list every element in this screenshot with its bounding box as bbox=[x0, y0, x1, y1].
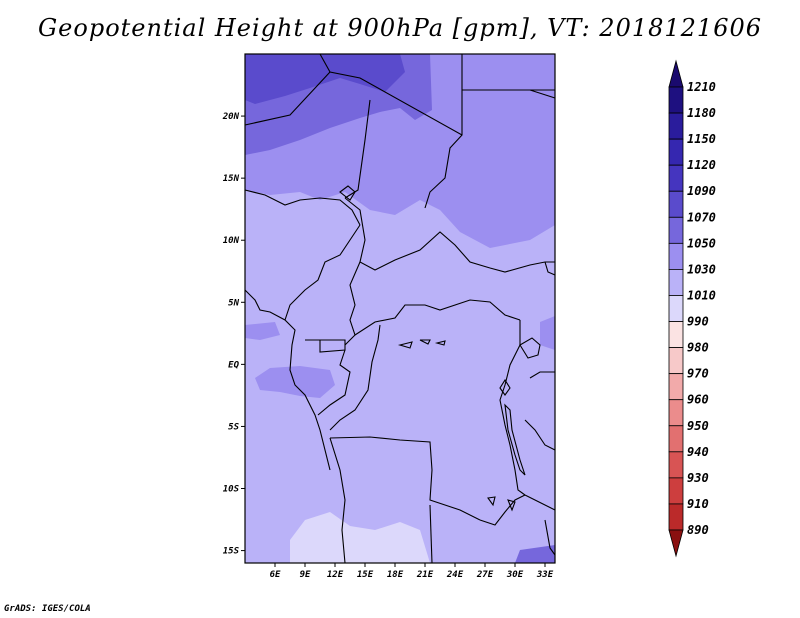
map-title: Geopotential Height at 900hPa [gpm], VT:… bbox=[38, 14, 762, 42]
colorbar-level-label: 960 bbox=[687, 393, 709, 407]
lat-tick-label: EQ bbox=[228, 360, 239, 370]
colorbar-level-label: 890 bbox=[687, 523, 709, 537]
colorbar-segment bbox=[668, 86, 684, 114]
colorbar-segment bbox=[668, 503, 684, 531]
lon-tick-label: 15E bbox=[357, 570, 374, 580]
lon-tick-label: 30E bbox=[506, 570, 524, 580]
colorbar-level-label: 1120 bbox=[687, 158, 716, 172]
lat-tick-label: 15N bbox=[223, 174, 240, 184]
colorbar-segment bbox=[668, 347, 684, 375]
colorbar-level-label: 980 bbox=[687, 341, 709, 355]
colorbar-level-label: 1030 bbox=[687, 262, 716, 276]
colorbar-segment bbox=[668, 373, 684, 401]
colorbar-level-label: 1010 bbox=[687, 288, 716, 302]
colorbar-level-label: 1050 bbox=[687, 236, 716, 250]
colorbar-level-label: 990 bbox=[687, 315, 709, 329]
colorbar-segment bbox=[668, 112, 684, 140]
lon-tick-label: 27E bbox=[476, 570, 494, 580]
colorbar-segment bbox=[668, 399, 684, 427]
lon-tick-label: 6E bbox=[270, 570, 281, 580]
colorbar-segment bbox=[668, 425, 684, 453]
colorbar-level-label: 950 bbox=[687, 419, 709, 433]
lon-tick-label: 33E bbox=[536, 570, 554, 580]
colorbar-segment bbox=[668, 477, 684, 505]
colorbar-level-label: 1210 bbox=[687, 80, 716, 94]
colorbar-segment bbox=[668, 451, 684, 479]
band-1010 bbox=[290, 512, 430, 563]
latitude-axis: 20N 15N 10N 5N EQ 5S 10S 15S bbox=[222, 112, 245, 557]
colorbar-level-label: 1090 bbox=[687, 184, 716, 198]
band-1050-patch-west bbox=[245, 322, 280, 340]
lon-tick-label: 12E bbox=[327, 570, 344, 580]
grads-credit: GrADS: IGES/COLA bbox=[4, 604, 91, 614]
country-borders bbox=[244, 53, 556, 564]
band-1050-patch-east bbox=[540, 316, 555, 350]
colorbar-level-label: 910 bbox=[687, 497, 709, 511]
band-1050-patch bbox=[255, 366, 335, 398]
lon-tick-label: 18E bbox=[387, 570, 404, 580]
band-1090 bbox=[245, 54, 405, 104]
colorbar-level-label: 1070 bbox=[687, 210, 716, 224]
lon-tick-label: 24E bbox=[446, 570, 464, 580]
colorbar-level-label: 1150 bbox=[687, 132, 716, 146]
colorbar-segment bbox=[668, 190, 684, 218]
colorbar-segment bbox=[668, 164, 684, 192]
band-1070-patch-south bbox=[515, 545, 555, 563]
lat-tick-label: 5S bbox=[228, 422, 239, 432]
colorbar-segment bbox=[668, 269, 684, 296]
lat-tick-label: 10N bbox=[223, 236, 240, 246]
lat-tick-label: 5N bbox=[228, 298, 239, 308]
longitude-axis: 6E 9E 12E 15E 18E 21E 24E 27E 30E 33E bbox=[270, 563, 554, 580]
lat-tick-label: 15S bbox=[223, 547, 240, 557]
colorbar-segment bbox=[668, 216, 684, 244]
colorbar-level-label: 970 bbox=[687, 367, 709, 381]
colorbar-segment bbox=[668, 242, 684, 270]
colorbar-top-arrow bbox=[668, 59, 684, 88]
colorbar-level-label: 930 bbox=[687, 471, 709, 485]
colorbar-level-label: 940 bbox=[687, 445, 709, 459]
map-frame bbox=[244, 53, 556, 564]
lat-tick-label: 10S bbox=[223, 485, 240, 495]
colorbar-segment bbox=[668, 138, 684, 166]
colorbar-segment bbox=[668, 295, 684, 322]
colorbar-segment bbox=[668, 321, 684, 348]
height-field bbox=[245, 54, 555, 563]
colorbar-bottom-arrow bbox=[668, 529, 684, 558]
colorbar: 1210 1180 1150 1120 1090 1070 1050 1030 1010 990 9… bbox=[668, 59, 716, 558]
lon-tick-label: 9E bbox=[300, 570, 311, 580]
colorbar-level-label: 1180 bbox=[687, 106, 716, 120]
lat-tick-label: 20N bbox=[222, 112, 240, 122]
lon-tick-label: 21E bbox=[416, 570, 434, 580]
